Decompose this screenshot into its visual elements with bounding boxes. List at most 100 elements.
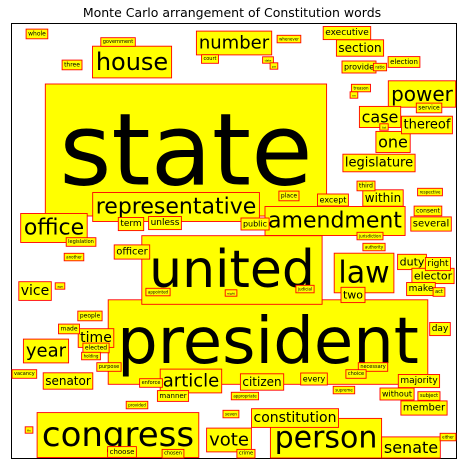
word-box bbox=[125, 400, 149, 410]
word-act: act bbox=[432, 287, 446, 297]
word-box bbox=[63, 252, 85, 262]
word-label: either bbox=[442, 435, 454, 440]
word-section: section bbox=[335, 39, 385, 57]
word-box bbox=[432, 287, 446, 297]
word-choice: choice bbox=[345, 369, 367, 379]
word-another: another bbox=[63, 252, 85, 262]
word-box bbox=[230, 391, 260, 401]
word-label: appointed bbox=[148, 290, 169, 295]
word-label: seven bbox=[225, 412, 237, 417]
word-label: time bbox=[80, 330, 112, 346]
word-label: three bbox=[64, 62, 80, 69]
word-box bbox=[278, 190, 300, 202]
word-box bbox=[222, 409, 240, 419]
word-label: treason bbox=[353, 86, 369, 91]
word-court: court bbox=[201, 54, 219, 64]
word-place: place bbox=[278, 190, 300, 202]
word-one: one bbox=[375, 130, 411, 153]
word-right: right bbox=[424, 257, 451, 272]
word-except: except bbox=[317, 193, 349, 207]
word-label: one bbox=[378, 133, 408, 152]
word-without: without bbox=[379, 387, 415, 401]
word-label: made bbox=[60, 326, 77, 333]
word-people: people bbox=[77, 310, 103, 322]
word-vice: vice bbox=[18, 281, 52, 301]
word-label: case bbox=[362, 108, 399, 127]
word-label: thereof bbox=[404, 118, 451, 133]
word-box bbox=[58, 323, 80, 335]
word-box bbox=[397, 374, 441, 389]
word-law: law bbox=[333, 252, 395, 294]
word-label: day bbox=[432, 324, 449, 334]
word-box bbox=[42, 372, 94, 390]
word-box bbox=[387, 56, 421, 68]
word-state: state bbox=[44, 83, 328, 217]
word-label: supreme bbox=[335, 388, 353, 393]
word-chosen: chosen bbox=[161, 448, 185, 459]
word-box bbox=[350, 83, 371, 93]
word-label: act bbox=[435, 289, 443, 295]
word-label: office bbox=[24, 216, 84, 241]
word-box bbox=[22, 338, 70, 364]
word-box bbox=[81, 351, 101, 361]
word-box bbox=[400, 400, 448, 416]
word-on: on bbox=[349, 91, 359, 99]
word-label: election bbox=[390, 58, 418, 66]
word-box bbox=[54, 282, 66, 290]
word-enforce: enforce bbox=[139, 378, 163, 388]
word-label: place bbox=[281, 193, 297, 200]
word-label: court bbox=[204, 56, 217, 62]
word-box bbox=[322, 26, 372, 41]
word-label: choice bbox=[348, 371, 364, 377]
word-united: united bbox=[141, 235, 323, 305]
word-box bbox=[417, 187, 443, 197]
word-box bbox=[96, 362, 122, 372]
word-label: without bbox=[382, 390, 412, 399]
word-label: whole bbox=[28, 31, 46, 38]
word-label: representative bbox=[96, 195, 257, 220]
word-legislature: legislature bbox=[342, 153, 416, 173]
word-age: age bbox=[54, 282, 66, 290]
word-label: appropriate bbox=[233, 394, 257, 399]
word-senate: senate bbox=[381, 436, 441, 459]
word-box bbox=[276, 34, 302, 44]
word-label: vice bbox=[21, 283, 50, 299]
word-elected: elected bbox=[82, 342, 110, 354]
word-label: power bbox=[391, 82, 454, 106]
word-judicial: judicial bbox=[295, 284, 315, 294]
word-label: provided bbox=[128, 403, 146, 408]
word-label: amendment bbox=[268, 209, 402, 234]
word-label: number bbox=[199, 33, 270, 54]
word-government: government bbox=[100, 37, 136, 47]
word-label: service bbox=[418, 105, 440, 112]
word-box bbox=[77, 310, 103, 322]
word-label: vote bbox=[209, 430, 249, 451]
word-box bbox=[401, 115, 453, 135]
word-box bbox=[224, 289, 238, 297]
word-date: date bbox=[262, 56, 274, 64]
word-label: respective bbox=[420, 190, 441, 195]
word-label: people bbox=[80, 313, 101, 320]
word-necessary: necessary bbox=[357, 362, 389, 372]
word-box bbox=[295, 284, 315, 294]
word-box bbox=[240, 217, 270, 231]
word-election: election bbox=[387, 56, 421, 68]
word-label: several bbox=[413, 219, 449, 230]
word-jurisdiction: jurisdiction bbox=[356, 231, 384, 241]
word-make: make bbox=[406, 282, 436, 297]
word-term: term bbox=[117, 217, 145, 232]
word-label: executive bbox=[325, 28, 369, 38]
word-box bbox=[148, 216, 182, 231]
word-label: jurisdiction bbox=[358, 234, 381, 239]
word-label: another bbox=[66, 255, 82, 260]
word-vacancy: vacancy bbox=[11, 369, 38, 379]
word-label: chosen bbox=[164, 451, 182, 457]
word-year: year bbox=[22, 338, 70, 364]
word-eight: eight bbox=[224, 289, 238, 297]
word-label: two bbox=[343, 289, 363, 302]
word-article: article bbox=[159, 368, 223, 394]
word-duty: duty bbox=[397, 253, 427, 271]
word-label: on bbox=[352, 93, 356, 97]
word-power: power bbox=[387, 80, 457, 108]
